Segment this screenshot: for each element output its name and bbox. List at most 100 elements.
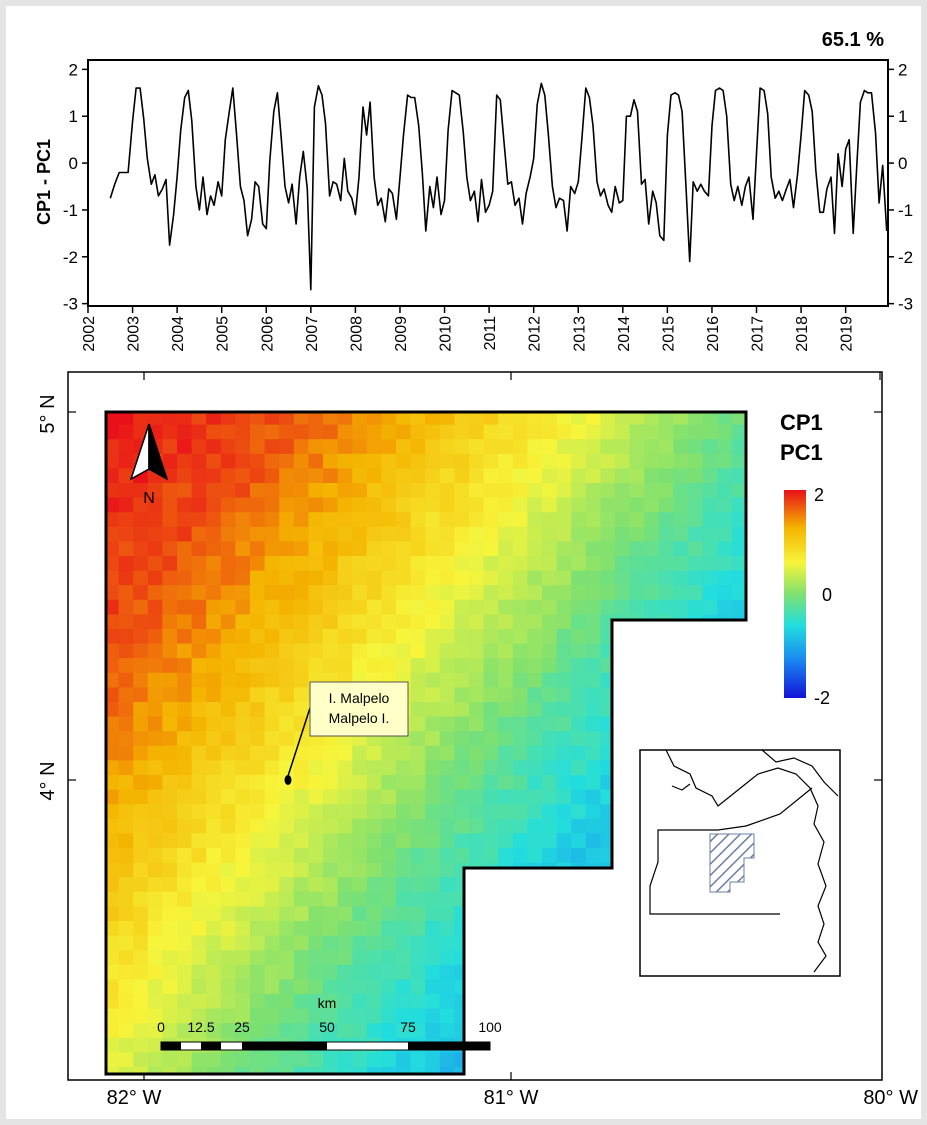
- heatmap-cell: [147, 541, 163, 557]
- heatmap-cell: [483, 453, 499, 469]
- heatmap-cell: [644, 570, 660, 586]
- heatmap-cell: [337, 643, 353, 659]
- heatmap-cell: [118, 935, 134, 951]
- heatmap-cell: [264, 497, 280, 513]
- heatmap-cell: [206, 643, 222, 659]
- heatmap-cell: [162, 921, 178, 937]
- heatmap-cell: [439, 585, 455, 601]
- heatmap-cell: [279, 745, 295, 761]
- heatmap-cell: [483, 658, 499, 674]
- heatmap-cell: [220, 935, 236, 951]
- heatmap-cell: [731, 483, 746, 499]
- heatmap-cell: [106, 833, 120, 849]
- heatmap-cell: [264, 921, 280, 937]
- heatmap-cell: [439, 1008, 455, 1024]
- heatmap-cell: [527, 439, 543, 455]
- heatmap-cell: [658, 556, 674, 572]
- heatmap-cell: [162, 1023, 178, 1039]
- heatmap-cell: [702, 512, 718, 528]
- heatmap-cell: [191, 702, 207, 718]
- heatmap-cell: [220, 468, 236, 484]
- heatmap-cell: [425, 950, 441, 966]
- heatmap-cell: [439, 541, 455, 557]
- heatmap-cell: [308, 453, 324, 469]
- heatmap-cell: [118, 891, 134, 907]
- heatmap-cell: [498, 468, 514, 484]
- heatmap-cell: [381, 526, 397, 542]
- heatmap-cell: [191, 541, 207, 557]
- heatmap-cell: [366, 483, 382, 499]
- heatmap-cell: [118, 424, 134, 440]
- heatmap-cell: [585, 643, 601, 659]
- heatmap-cell: [177, 921, 193, 937]
- heatmap-cell: [717, 512, 733, 528]
- heatmap-cell: [323, 424, 339, 440]
- heatmap-cell: [293, 556, 309, 572]
- y-tick-label-left: -2: [63, 248, 78, 267]
- heatmap-cell: [337, 412, 353, 426]
- heatmap-cell: [425, 862, 441, 878]
- heatmap-cell: [147, 731, 163, 747]
- heatmap-cell: [118, 1008, 134, 1024]
- heatmap-cell: [177, 512, 193, 528]
- heatmap-cell: [542, 614, 558, 630]
- heatmap-cell: [264, 804, 280, 820]
- heatmap-cell: [250, 804, 266, 820]
- heatmap-cell: [308, 775, 324, 791]
- heatmap-cell: [337, 526, 353, 542]
- heatmap-cell: [279, 453, 295, 469]
- heatmap-cell: [688, 468, 704, 484]
- heatmap-cell: [106, 453, 120, 469]
- heatmap-cell: [177, 760, 193, 776]
- heatmap-cell: [410, 629, 426, 645]
- x-tick-label: 2008: [348, 316, 365, 352]
- heatmap-cell: [556, 789, 572, 805]
- heatmap-cell: [483, 848, 499, 864]
- heatmap-cell: [118, 775, 134, 791]
- heatmap-cell: [264, 760, 280, 776]
- heatmap-cell: [118, 412, 134, 426]
- heatmap-cell: [337, 804, 353, 820]
- heatmap-cell: [381, 789, 397, 805]
- heatmap-cell: [410, 453, 426, 469]
- lon-label-82w: 82° W: [107, 1087, 162, 1109]
- heatmap-cell: [527, 760, 543, 776]
- heatmap-cell: [702, 424, 718, 440]
- heatmap-cell: [512, 453, 528, 469]
- heatmap-cell: [469, 483, 485, 499]
- island-callout-box: [309, 681, 409, 737]
- heatmap-cell: [542, 818, 558, 834]
- heatmap-cell: [264, 848, 280, 864]
- heatmap-cell: [381, 599, 397, 615]
- heatmap-cell: [381, 556, 397, 572]
- heatmap-cell: [454, 439, 470, 455]
- heatmap-cell: [366, 497, 382, 513]
- heatmap-cell: [542, 585, 558, 601]
- heatmap-cell: [366, 789, 382, 805]
- heatmap-cell: [106, 614, 120, 630]
- heatmap-cell: [279, 789, 295, 805]
- heatmap-cell: [688, 541, 704, 557]
- heatmap-cell: [106, 556, 120, 572]
- heatmap-cell: [337, 848, 353, 864]
- heatmap-cell: [527, 570, 543, 586]
- heatmap-cell: [571, 439, 587, 455]
- heatmap-cell: [293, 599, 309, 615]
- heatmap-cell: [527, 541, 543, 557]
- heatmap-cell: [439, 848, 455, 864]
- heatmap-cell: [352, 614, 368, 630]
- heatmap-cell: [250, 921, 266, 937]
- heatmap-cell: [381, 453, 397, 469]
- heatmap-cell: [250, 439, 266, 455]
- heatmap-cell: [396, 745, 412, 761]
- heatmap-cell: [106, 1037, 120, 1053]
- heatmap-cell: [498, 848, 514, 864]
- heatmap-cell: [396, 833, 412, 849]
- heatmap-cell: [293, 979, 309, 995]
- heatmap-cell: [396, 760, 412, 776]
- heatmap-cell: [162, 453, 178, 469]
- heatmap-cell: [323, 891, 339, 907]
- heatmap-cell: [177, 541, 193, 557]
- heatmap-cell: [410, 614, 426, 630]
- heatmap-cell: [439, 964, 455, 980]
